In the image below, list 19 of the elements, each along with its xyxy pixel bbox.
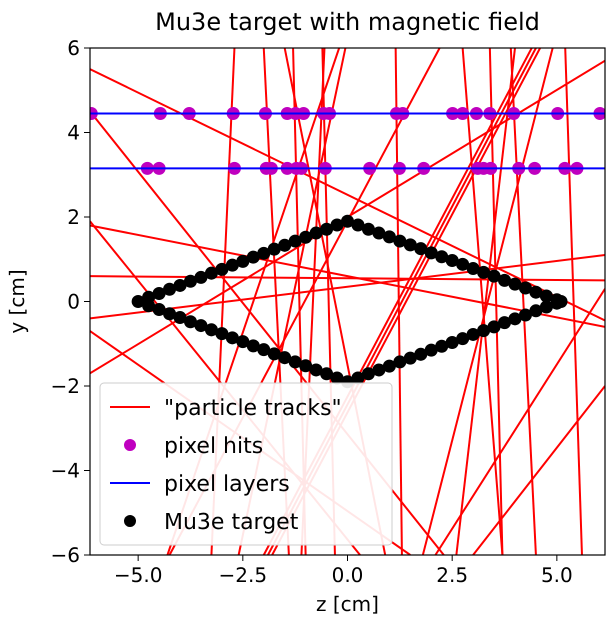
y-tick-label: 0: [67, 290, 80, 314]
y-axis-title: y [cm]: [5, 269, 29, 334]
legend-label: "particle tracks": [164, 396, 342, 421]
x-tick-label: 0.0: [332, 563, 364, 587]
x-tick-label: −5.0: [114, 563, 162, 587]
y-tick-label: −6: [50, 543, 80, 567]
chart-title: Mu3e target with magnetic field: [155, 8, 540, 36]
x-axis-title: z [cm]: [316, 592, 379, 616]
legend-label: pixel hits: [164, 434, 264, 459]
x-tick-label: −2.5: [218, 563, 268, 587]
legend-label: pixel layers: [164, 472, 290, 497]
y-tick-label: 2: [67, 205, 80, 229]
y-tick-label: 4: [67, 120, 80, 144]
x-tick-label: 5.0: [540, 563, 573, 587]
y-tick-label: −4: [50, 458, 80, 482]
legend-label: Mu3e target: [164, 510, 299, 535]
y-tick-label: −2: [50, 374, 80, 398]
y-tick-label: 6: [67, 36, 80, 60]
x-tick-label: 2.5: [436, 563, 468, 587]
